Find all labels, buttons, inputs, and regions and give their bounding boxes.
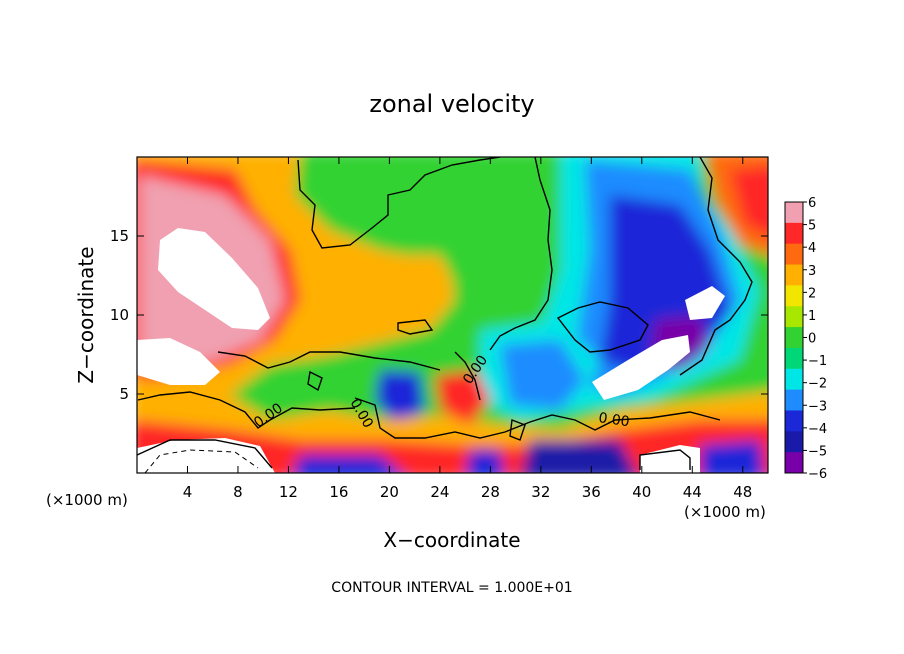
contour-line xyxy=(489,157,553,351)
colorbar-tick-label: 4 xyxy=(808,241,816,256)
contour-line xyxy=(509,419,526,441)
y-tick-label: 5 xyxy=(119,385,129,403)
x-units-label-right: (×1000 m) xyxy=(684,503,766,521)
y-axis-label: Z−coordinate xyxy=(74,246,98,383)
colorbar-tick-label: −4 xyxy=(808,422,827,437)
contour-line xyxy=(679,157,753,376)
field-white-upper-left xyxy=(158,228,270,330)
colorbar-tick-label: 2 xyxy=(808,286,816,301)
x-tick-label: 48 xyxy=(733,483,752,501)
colorbar-swatch xyxy=(785,452,803,474)
colorbar-swatch xyxy=(785,347,803,370)
contour-interval-note: CONTOUR INTERVAL = 1.000E+01 xyxy=(331,580,572,596)
contour-line xyxy=(504,411,721,433)
x-tick-label: 20 xyxy=(380,483,399,501)
colorbar-swatch xyxy=(785,264,803,286)
colorbar-tick-label: 3 xyxy=(808,264,816,279)
x-tick-label: 24 xyxy=(430,483,449,501)
field-warm-center xyxy=(385,255,455,305)
y-tick-label: 15 xyxy=(110,227,129,245)
x-tick-label: 16 xyxy=(329,483,348,501)
x-axis-label: X−coordinate xyxy=(383,528,520,552)
contour-line xyxy=(556,301,649,353)
colorbar-tick-label: 1 xyxy=(808,309,816,324)
heatmap-field xyxy=(137,157,768,473)
colorbar-tick-label: −5 xyxy=(808,444,827,459)
x-tick-label: 28 xyxy=(481,483,500,501)
colorbar-swatch xyxy=(785,410,803,432)
field-white-bottom-right xyxy=(640,445,700,473)
x-axis-ticks: 4 8 12 16 20 24 28 32 36 40 44 48 xyxy=(183,157,752,501)
y-tick-label: 10 xyxy=(110,306,129,324)
contour-line xyxy=(454,351,481,401)
contour-line xyxy=(354,397,506,439)
colorbar-swatch xyxy=(785,368,803,391)
x-tick-label: 32 xyxy=(531,483,550,501)
contour-line xyxy=(307,370,323,392)
contour-line xyxy=(639,449,691,470)
x-tick-label: 40 xyxy=(632,483,651,501)
colorbar-tick-label: 0 xyxy=(808,332,816,347)
colorbar-swatch xyxy=(785,202,803,224)
colorbar-tick-label: −2 xyxy=(808,377,827,392)
colorbar-tick-label: −3 xyxy=(808,399,827,414)
field-white-bottom-left xyxy=(137,438,275,473)
field-blue-bottom-4 xyxy=(700,440,765,473)
field-red-right xyxy=(730,166,768,235)
colorbar-swatch xyxy=(785,243,803,266)
field-cold-low-left xyxy=(375,370,425,425)
colorbar-swatch xyxy=(785,285,803,307)
colorbar-swatch xyxy=(785,389,803,411)
x-tick-label: 12 xyxy=(279,483,298,501)
colorbar-tick-label: −6 xyxy=(808,467,827,482)
colorbar-tick-label: 6 xyxy=(808,196,816,211)
x-tick-label: 36 xyxy=(582,483,601,501)
field-white-right-top xyxy=(685,286,725,320)
colorbar: 6 5 4 3 2 1 0 −1 −2 −3 −4 −5 −6 xyxy=(784,196,827,482)
contour-label: 0.00 xyxy=(597,410,630,430)
field-blue-bottom-3 xyxy=(521,440,637,473)
x-tick-label: 8 xyxy=(233,483,243,501)
colorbar-tick-label: −1 xyxy=(808,354,827,369)
x-tick-label: 4 xyxy=(183,483,193,501)
contour-line xyxy=(137,391,356,429)
colorbar-swatch xyxy=(785,222,803,245)
field-blue-bottom-2 xyxy=(466,450,504,473)
zero-contours xyxy=(137,157,753,470)
contour-line xyxy=(297,157,501,249)
contour-line xyxy=(137,439,273,469)
contour-line xyxy=(397,319,434,335)
colorbar-swatch xyxy=(785,327,803,349)
chart-title: zonal velocity xyxy=(369,90,534,118)
colorbar-swatch xyxy=(785,306,803,328)
colorbar-swatch xyxy=(785,431,803,453)
contour-line xyxy=(217,351,441,371)
x-tick-label: 44 xyxy=(683,483,702,501)
field-white-right xyxy=(592,335,690,400)
y-axis-ticks: 5 10 15 xyxy=(110,227,768,403)
x-units-label-left: (×1000 m) xyxy=(46,491,128,509)
field-blue-mid xyxy=(500,340,585,410)
field-blue-bottom xyxy=(292,455,402,473)
colorbar-tick-label: 5 xyxy=(808,219,816,234)
field-white-left xyxy=(137,338,220,385)
dashed-contour-line xyxy=(144,449,259,473)
